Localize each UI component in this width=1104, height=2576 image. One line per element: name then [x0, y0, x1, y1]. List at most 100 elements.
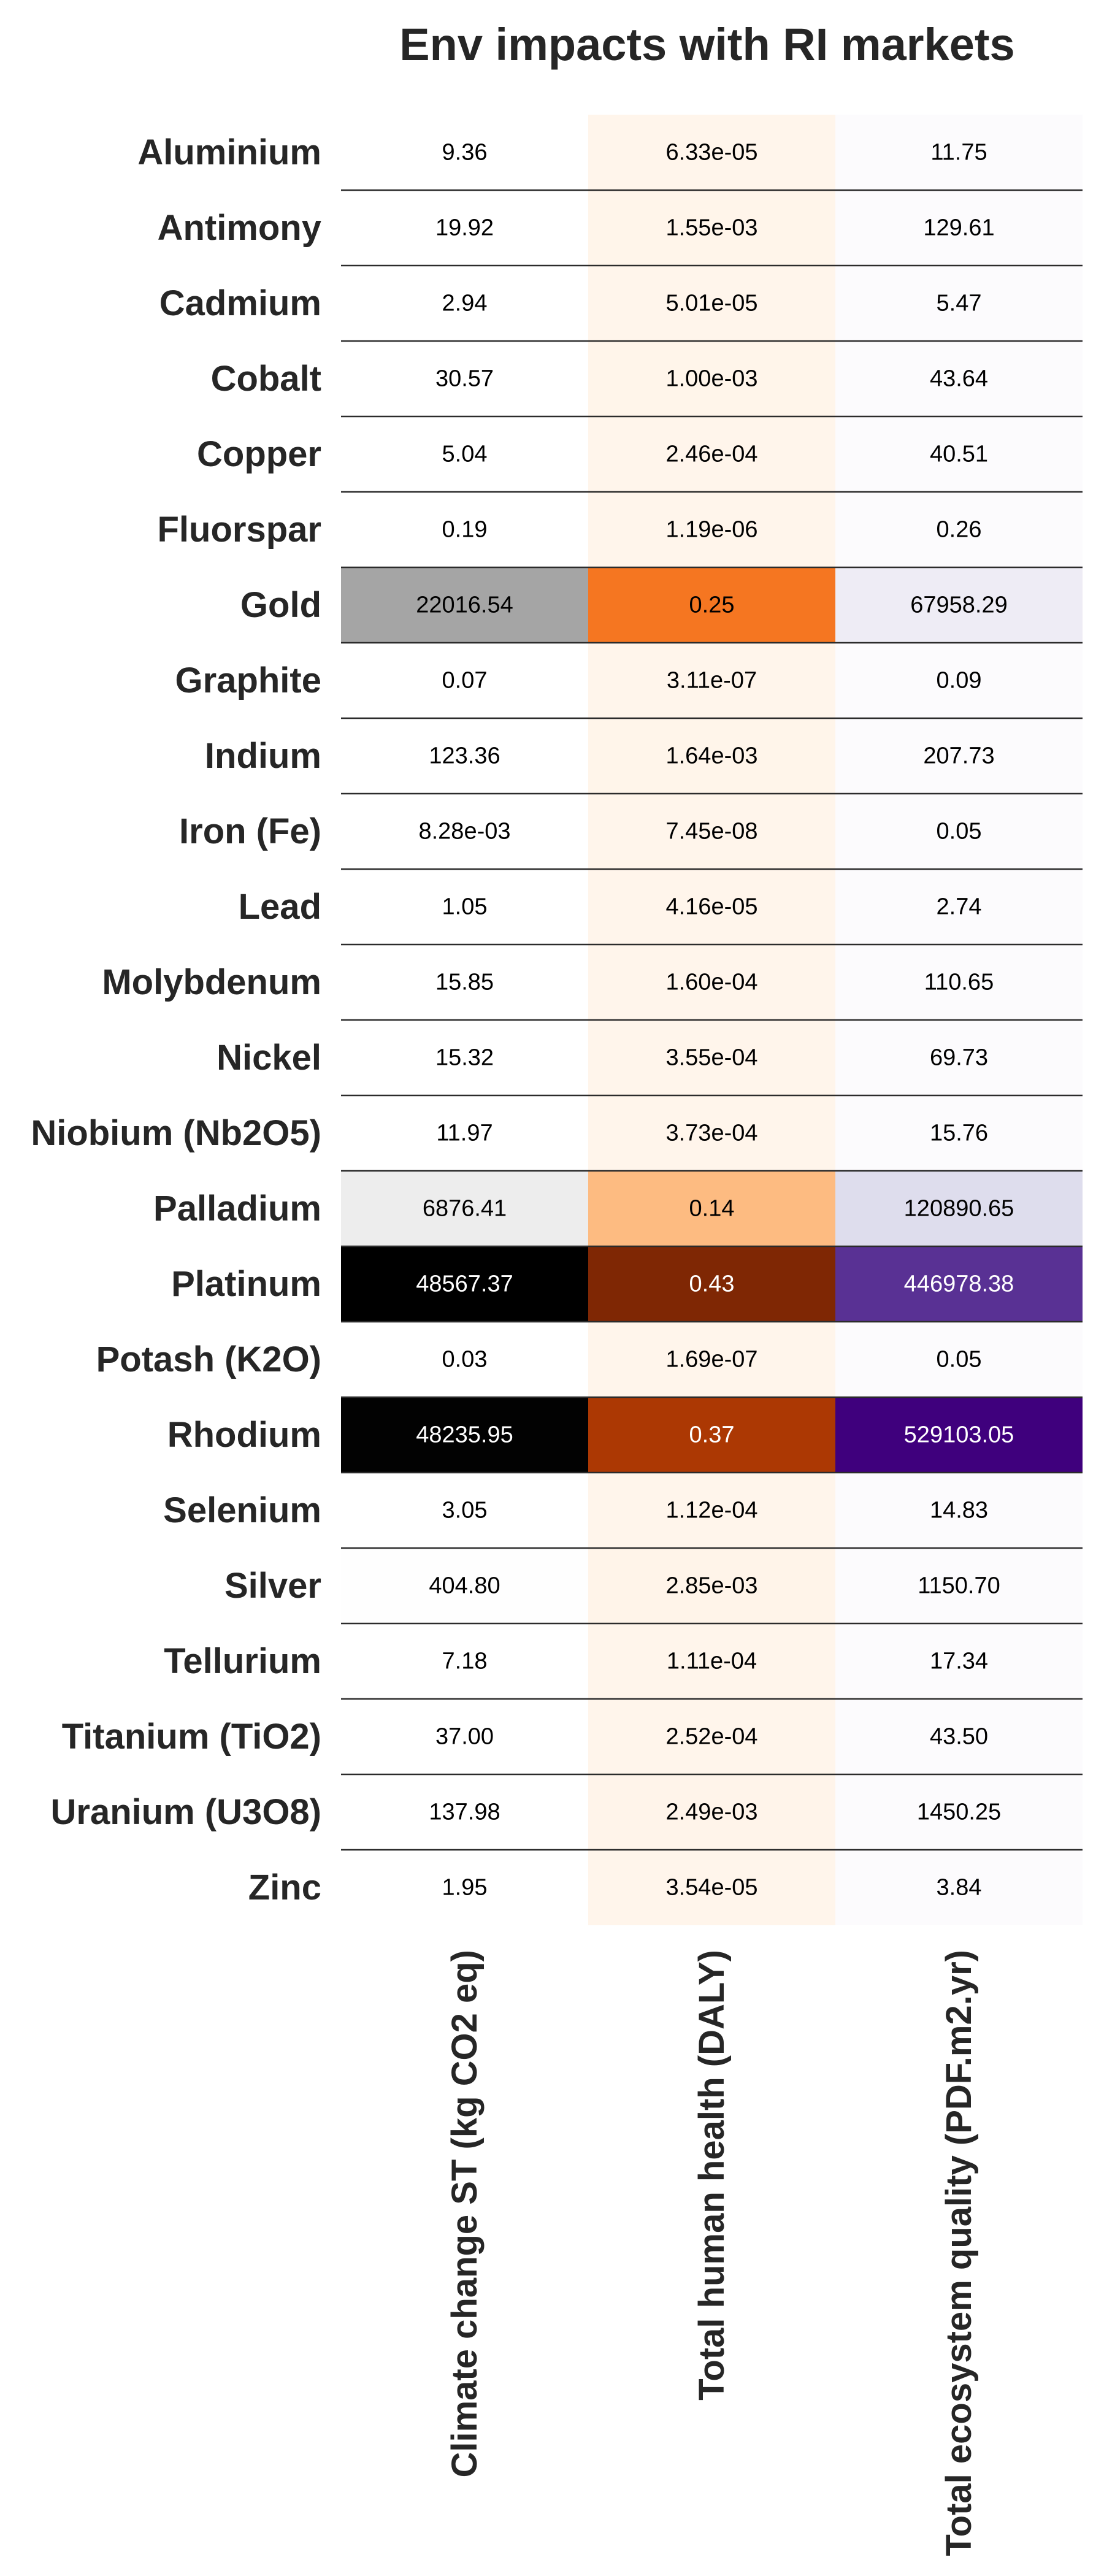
cell-value-label: 6.33e-05 [665, 140, 757, 166]
heatmap-cell [341, 1322, 588, 1397]
heatmap-cell [341, 1774, 588, 1850]
row-label: Cobalt [211, 359, 321, 399]
row-label: Niobium (Nb2O5) [31, 1113, 321, 1153]
heatmap-cell [835, 1850, 1083, 1925]
heatmap-cell [588, 341, 835, 416]
cell-value-label: 529103.05 [904, 1422, 1014, 1448]
heatmap-cell [588, 190, 835, 266]
cell-value-label: 48235.95 [416, 1422, 513, 1448]
heatmap-cell [835, 1774, 1083, 1850]
heatmap-cell [835, 1171, 1083, 1246]
cell-value-label: 1450.25 [917, 1800, 1001, 1825]
row-label: Potash (K2O) [96, 1340, 321, 1379]
heatmap-cell [835, 416, 1083, 492]
row-separators [341, 189, 1083, 1851]
cell-value-label: 40.51 [930, 442, 988, 467]
heatmap-cell [588, 1095, 835, 1171]
cell-value-label: 8.28e-03 [418, 819, 510, 845]
cell-value-label: 9.36 [442, 140, 488, 166]
cell-value-label: 3.05 [442, 1498, 488, 1524]
heatmap-cell [835, 190, 1083, 266]
cell-value-label: 110.65 [924, 970, 994, 995]
heatmap-cell [588, 266, 835, 341]
chart-title: Env impacts with RI markets [399, 19, 1014, 70]
row-label: Antimony [158, 208, 321, 248]
heatmap-cell [341, 945, 588, 1020]
heatmap-cell [341, 1473, 588, 1548]
cell-value-labels: 9.36 6.33e-05 11.75 19.92 1.55e-03 129.61 2.94… [416, 140, 1014, 1901]
cell-value-label: 0.07 [442, 668, 488, 694]
cell-value-label: 0.03 [442, 1347, 488, 1373]
heatmap-cell [341, 1095, 588, 1171]
cell-value-label: 43.50 [930, 1724, 988, 1750]
row-labels: Aluminium Antimony Cadmium Cobalt Copper Fluo… [31, 132, 321, 1907]
row-label: Gold [240, 585, 321, 625]
cell-value-label: 2.46e-04 [665, 442, 757, 467]
cell-value-label: 0.14 [689, 1196, 735, 1222]
row-label: Tellurium [164, 1641, 321, 1681]
cell-value-label: 4.16e-05 [665, 894, 757, 920]
column-label: Total human health (DALY) [692, 1950, 732, 2401]
cell-value-label: 1150.70 [918, 1573, 1000, 1599]
row-label: Selenium [163, 1490, 321, 1530]
column-label: Climate change ST (kg CO2 eq) [445, 1950, 485, 2478]
heatmap-cell [588, 1246, 835, 1322]
cell-value-label: 120890.65 [904, 1196, 1014, 1222]
row-label: Silver [224, 1566, 321, 1606]
cell-value-label: 14.83 [930, 1498, 988, 1524]
cell-value-label: 1.95 [442, 1875, 488, 1901]
column-label: Total ecosystem quality (PDF.m2.yr) [939, 1950, 979, 2556]
cell-value-label: 3.11e-07 [667, 668, 757, 694]
cell-value-label: 7.45e-08 [665, 819, 757, 845]
heatmap-cell [835, 266, 1083, 341]
row-label: Indium [205, 736, 321, 776]
cell-value-label: 15.76 [930, 1121, 988, 1146]
heatmap-cell [341, 869, 588, 945]
cell-value-label: 0.43 [689, 1271, 735, 1297]
heatmap-cell [835, 718, 1083, 794]
heatmap-cell [341, 1699, 588, 1774]
row-label: Rhodium [167, 1415, 321, 1455]
cell-value-label: 7.18 [442, 1649, 488, 1674]
heatmap-cell [341, 416, 588, 492]
heatmap-cell [341, 1850, 588, 1925]
heatmap-cell [588, 567, 835, 643]
heatmap-cell [341, 492, 588, 567]
heatmap-cell [341, 115, 588, 190]
heatmap-cell [341, 1397, 588, 1473]
cell-value-label: 30.57 [435, 366, 494, 392]
cell-value-label: 15.32 [435, 1045, 494, 1071]
cell-value-label: 123.36 [429, 743, 500, 769]
heatmap-cell [835, 492, 1083, 567]
heatmap-cell [835, 794, 1083, 869]
heatmap-cell [835, 1246, 1083, 1322]
heatmap-cell [588, 869, 835, 945]
cell-value-label: 3.54e-05 [665, 1875, 757, 1901]
cell-value-label: 15.85 [435, 970, 494, 995]
cell-value-label: 11.97 [436, 1121, 493, 1146]
cell-value-label: 3.84 [937, 1875, 982, 1901]
heatmap-cell [835, 1699, 1083, 1774]
heatmap-cell [341, 643, 588, 718]
cell-value-label: 1.69e-07 [665, 1347, 757, 1373]
cell-value-label: 6876.41 [423, 1196, 507, 1222]
heatmap-cell [835, 1548, 1083, 1623]
heatmap-cell [341, 266, 588, 341]
cell-value-label: 0.26 [937, 517, 982, 543]
cell-value-label: 1.11e-04 [667, 1649, 757, 1674]
cell-value-label: 1.19e-06 [665, 517, 757, 543]
heatmap-cell [341, 1246, 588, 1322]
column-labels: Climate change ST (kg CO2 eq) Total human… [445, 1950, 979, 2556]
row-label: Molybdenum [102, 962, 321, 1002]
row-label: Fluorspar [158, 510, 322, 550]
cell-value-label: 3.55e-04 [665, 1045, 757, 1071]
row-label: Copper [197, 434, 321, 474]
cell-value-label: 17.34 [930, 1649, 988, 1674]
cell-value-label: 1.64e-03 [665, 743, 757, 769]
cell-value-label: 1.55e-03 [665, 215, 757, 241]
cell-value-label: 22016.54 [416, 592, 513, 618]
heatmap-cell [835, 1473, 1083, 1548]
cell-value-label: 207.73 [923, 743, 994, 769]
heatmap-cell [835, 1322, 1083, 1397]
